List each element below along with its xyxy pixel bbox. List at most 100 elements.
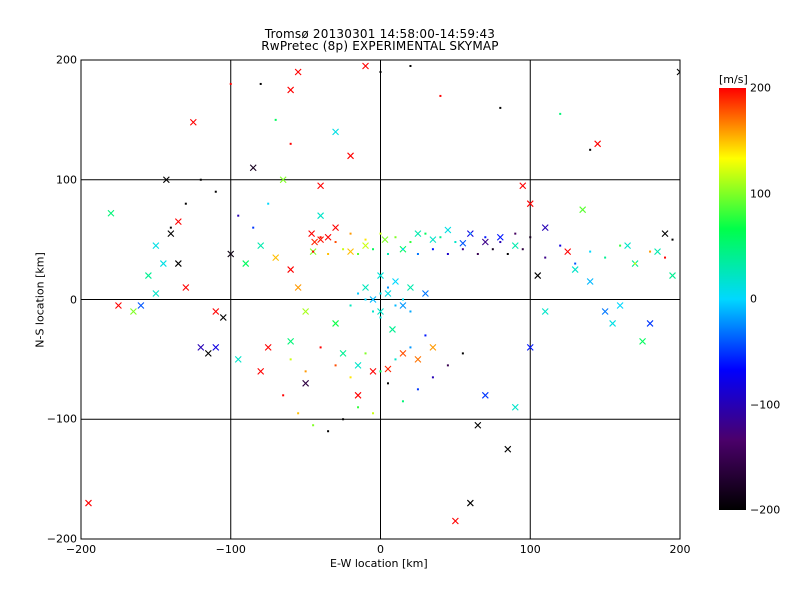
data-point-x [85, 499, 92, 507]
colorbar [719, 88, 746, 510]
data-point-x [422, 290, 429, 297]
data-point-dot [379, 316, 382, 319]
data-point-dot [476, 252, 479, 255]
data-point-x [389, 326, 396, 333]
data-point-dot [416, 388, 419, 391]
data-point-x [212, 308, 220, 315]
data-point-dot [394, 236, 397, 239]
data-point-dot [446, 252, 449, 255]
data-point-x [399, 302, 407, 309]
data-point-x [311, 238, 318, 246]
data-point-x [219, 314, 227, 321]
y-tick-label: −100 [46, 412, 77, 426]
data-point-dot [506, 252, 509, 255]
colorbar-unit-label: [m/s] [719, 73, 748, 86]
data-point-dot [521, 248, 524, 251]
y-tick-label: 100 [56, 173, 77, 187]
data-point-dot [334, 364, 337, 367]
data-point-x [541, 308, 549, 315]
data-point-x [616, 302, 624, 309]
data-point-dot [544, 256, 547, 259]
data-point-x [227, 250, 235, 258]
data-point-dot [297, 412, 300, 415]
data-point-dot [319, 346, 322, 349]
data-point-x [676, 68, 680, 76]
data-point-dot [574, 262, 577, 265]
data-point-dot [289, 358, 292, 361]
data-point-dot [424, 232, 427, 235]
data-point-x [347, 248, 354, 255]
data-point-dot [252, 226, 255, 229]
data-point-x [601, 308, 609, 315]
data-point-x [594, 140, 602, 148]
data-point-dot [349, 304, 352, 307]
data-point-x [429, 236, 437, 244]
grid-lines [81, 60, 680, 539]
data-point-dot [379, 70, 382, 73]
data-point-x [324, 233, 332, 241]
data-point-x [362, 242, 369, 250]
data-point-x [257, 242, 265, 250]
data-point-x [302, 379, 310, 387]
data-point-dot [484, 236, 487, 239]
data-point-x [451, 517, 459, 525]
data-point-x [332, 128, 339, 136]
data-point-dot [431, 376, 434, 379]
data-point-x [347, 152, 354, 160]
data-point-x [332, 320, 339, 327]
data-point-dot [372, 248, 375, 251]
data-point-x [399, 349, 407, 357]
data-point-x [466, 499, 474, 507]
data-point-dot [386, 252, 389, 255]
data-point-dot [349, 232, 352, 235]
data-point-x [354, 391, 362, 399]
data-point-x [392, 278, 399, 285]
data-point-dot [416, 252, 419, 255]
data-point-dot [604, 256, 607, 259]
data-point-dot [439, 94, 442, 97]
data-point-x [197, 344, 205, 351]
data-point-x [444, 226, 452, 234]
data-point-dot [529, 236, 532, 239]
data-point-dot [559, 112, 562, 115]
data-point-dot [282, 394, 285, 397]
data-point-dot [229, 82, 232, 85]
data-point-dot [214, 190, 217, 193]
data-point-dot [671, 238, 674, 241]
data-point-dot [379, 292, 382, 295]
data-point-dot [364, 298, 367, 301]
data-point-x [414, 355, 422, 363]
data-point-dot [357, 406, 360, 409]
data-point-x [294, 284, 302, 291]
data-point-dot [312, 424, 315, 427]
data-point-x [152, 290, 160, 297]
data-point-x [496, 233, 504, 241]
data-point-x [586, 278, 594, 285]
data-point-x [294, 68, 302, 76]
y-tick-label: −200 [46, 532, 77, 546]
plot-frame [80, 59, 681, 540]
data-point-dot [461, 248, 464, 251]
data-point-x [377, 272, 384, 279]
data-point-x [646, 320, 654, 327]
data-point-x [159, 260, 167, 267]
data-point-x [609, 320, 617, 327]
data-point-x [264, 344, 272, 351]
data-point-x [144, 272, 152, 279]
data-point-dot [499, 241, 502, 244]
data-point-x [212, 344, 220, 351]
data-point-x [624, 242, 631, 250]
data-point-x [519, 182, 527, 190]
data-point-dot [401, 400, 404, 403]
data-point-dot [334, 241, 337, 244]
data-point-x [287, 86, 295, 94]
data-point-dot [319, 236, 322, 239]
data-point-x [541, 224, 549, 232]
chart-title: Tromsø 20130301 14:58:00-14:59:43 [264, 27, 496, 41]
data-point-dot [386, 286, 389, 289]
y-axis-label: N-S location [km] [33, 252, 47, 348]
data-point-x [407, 284, 414, 291]
data-point-dot [372, 310, 375, 313]
data-point-dot [386, 382, 389, 385]
